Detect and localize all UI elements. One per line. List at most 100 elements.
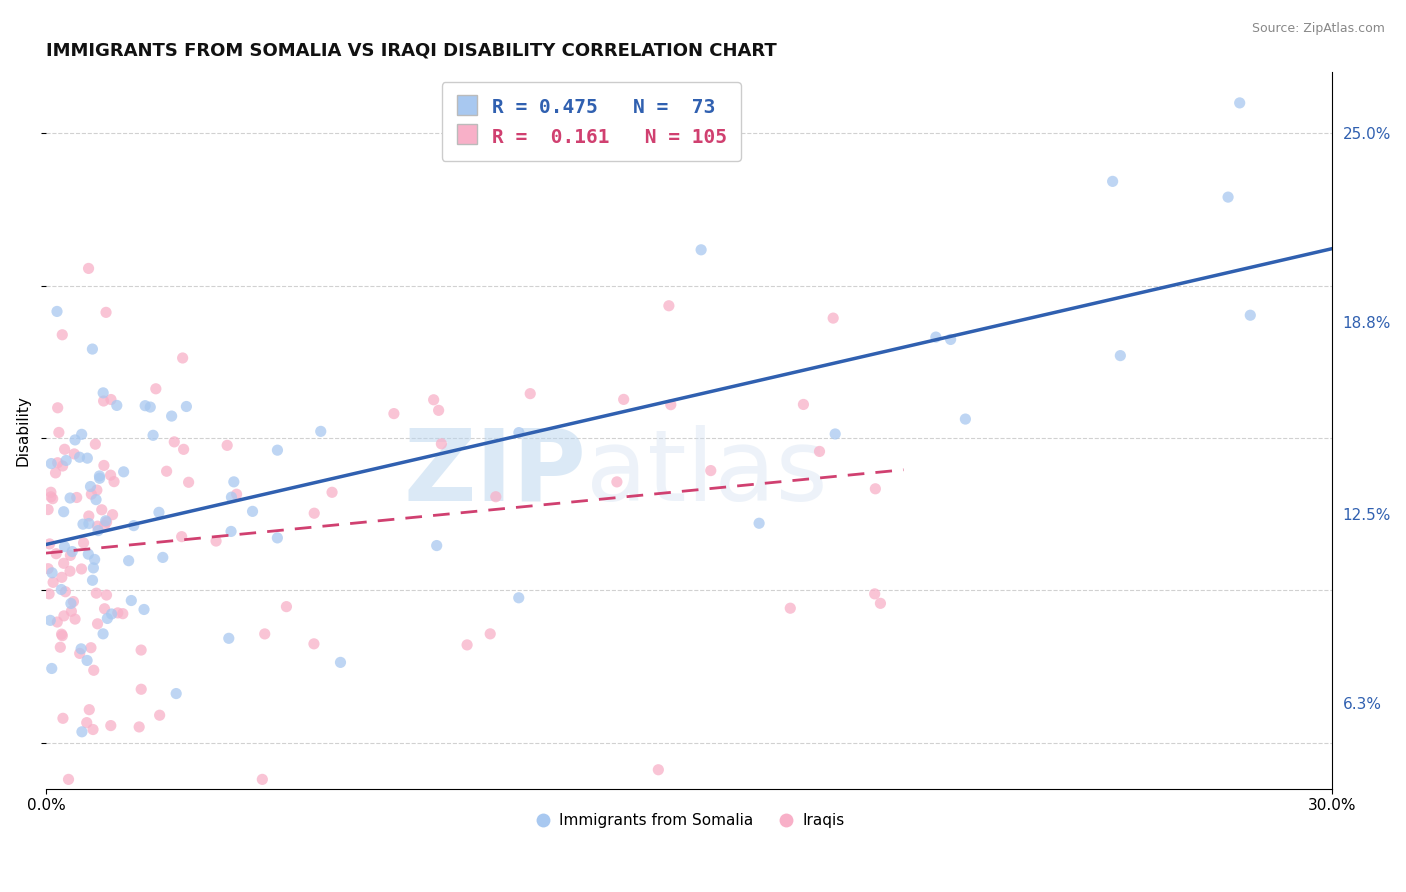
Point [63, 612, 86, 626]
Point [129, 682, 152, 697]
Point [155, 464, 177, 478]
Point [60, 604, 83, 618]
Point [266, 531, 288, 545]
Point [72, 517, 94, 532]
Point [659, 398, 682, 412]
Point [59, 549, 82, 563]
Point [1229, 95, 1251, 110]
Point [329, 656, 352, 670]
Point [63, 447, 86, 461]
Text: atlas: atlas [586, 425, 828, 522]
Point [925, 330, 948, 344]
Point [58, 772, 80, 787]
Point [1101, 174, 1123, 188]
Point [142, 428, 165, 442]
Point [170, 530, 193, 544]
Point [86, 586, 108, 600]
Point [165, 687, 187, 701]
Point [508, 591, 530, 605]
Y-axis label: Disability: Disability [15, 395, 30, 466]
Point [426, 539, 449, 553]
Point [51, 327, 73, 342]
Text: Source: ZipAtlas.com: Source: ZipAtlas.com [1251, 22, 1385, 36]
Point [53, 540, 76, 554]
Point [89, 469, 111, 483]
Point [42, 575, 65, 590]
Point [869, 596, 891, 610]
Point [86, 519, 108, 533]
Point [91, 627, 114, 641]
Point [51, 627, 73, 641]
Point [129, 643, 152, 657]
Point [76, 451, 98, 466]
Point [80, 640, 103, 655]
Point [955, 412, 977, 426]
Point [309, 425, 332, 439]
Point [134, 399, 156, 413]
Point [46, 615, 69, 629]
Point [52, 557, 75, 571]
Point [77, 547, 100, 561]
Point [45, 547, 67, 561]
Point [218, 632, 240, 646]
Text: IMMIGRANTS FROM SOMALIA VS IRAQI DISABILITY CORRELATION CHART: IMMIGRANTS FROM SOMALIA VS IRAQI DISABIL… [46, 42, 776, 60]
Point [613, 392, 636, 407]
Point [863, 587, 886, 601]
Point [148, 505, 170, 519]
Point [163, 434, 186, 449]
Point [111, 607, 134, 621]
Point [41, 661, 63, 675]
Point [217, 438, 239, 452]
Point [52, 608, 75, 623]
Point [120, 593, 142, 607]
Point [82, 342, 104, 356]
Point [94, 514, 117, 528]
Point [479, 627, 502, 641]
Point [117, 554, 139, 568]
Point [41, 566, 63, 580]
Point [96, 588, 118, 602]
Point [37, 562, 59, 576]
Point [69, 646, 91, 660]
Point [219, 524, 242, 539]
Point [82, 574, 104, 588]
Point [222, 475, 245, 489]
Point [53, 442, 76, 457]
Point [939, 333, 962, 347]
Point [79, 479, 101, 493]
Point [823, 311, 845, 326]
Point [93, 458, 115, 473]
Text: ZIP: ZIP [404, 425, 586, 522]
Point [90, 502, 112, 516]
Point [51, 570, 73, 584]
Point [103, 475, 125, 489]
Point [38, 537, 60, 551]
Point [59, 597, 82, 611]
Point [60, 544, 83, 558]
Point [382, 407, 405, 421]
Point [70, 724, 93, 739]
Point [152, 550, 174, 565]
Point [39, 457, 62, 471]
Point [122, 518, 145, 533]
Point [225, 487, 247, 501]
Point [46, 401, 69, 415]
Point [77, 703, 100, 717]
Point [76, 715, 98, 730]
Point [321, 485, 343, 500]
Point [52, 505, 75, 519]
Point [173, 442, 195, 457]
Point [38, 587, 60, 601]
Point [41, 491, 63, 506]
Point [37, 502, 59, 516]
Point [52, 458, 75, 473]
Point [91, 385, 114, 400]
Point [149, 708, 172, 723]
Point [107, 606, 129, 620]
Point [252, 772, 274, 787]
Point [66, 491, 89, 505]
Point [100, 718, 122, 732]
Point [824, 427, 846, 442]
Point [80, 487, 103, 501]
Point [302, 506, 325, 520]
